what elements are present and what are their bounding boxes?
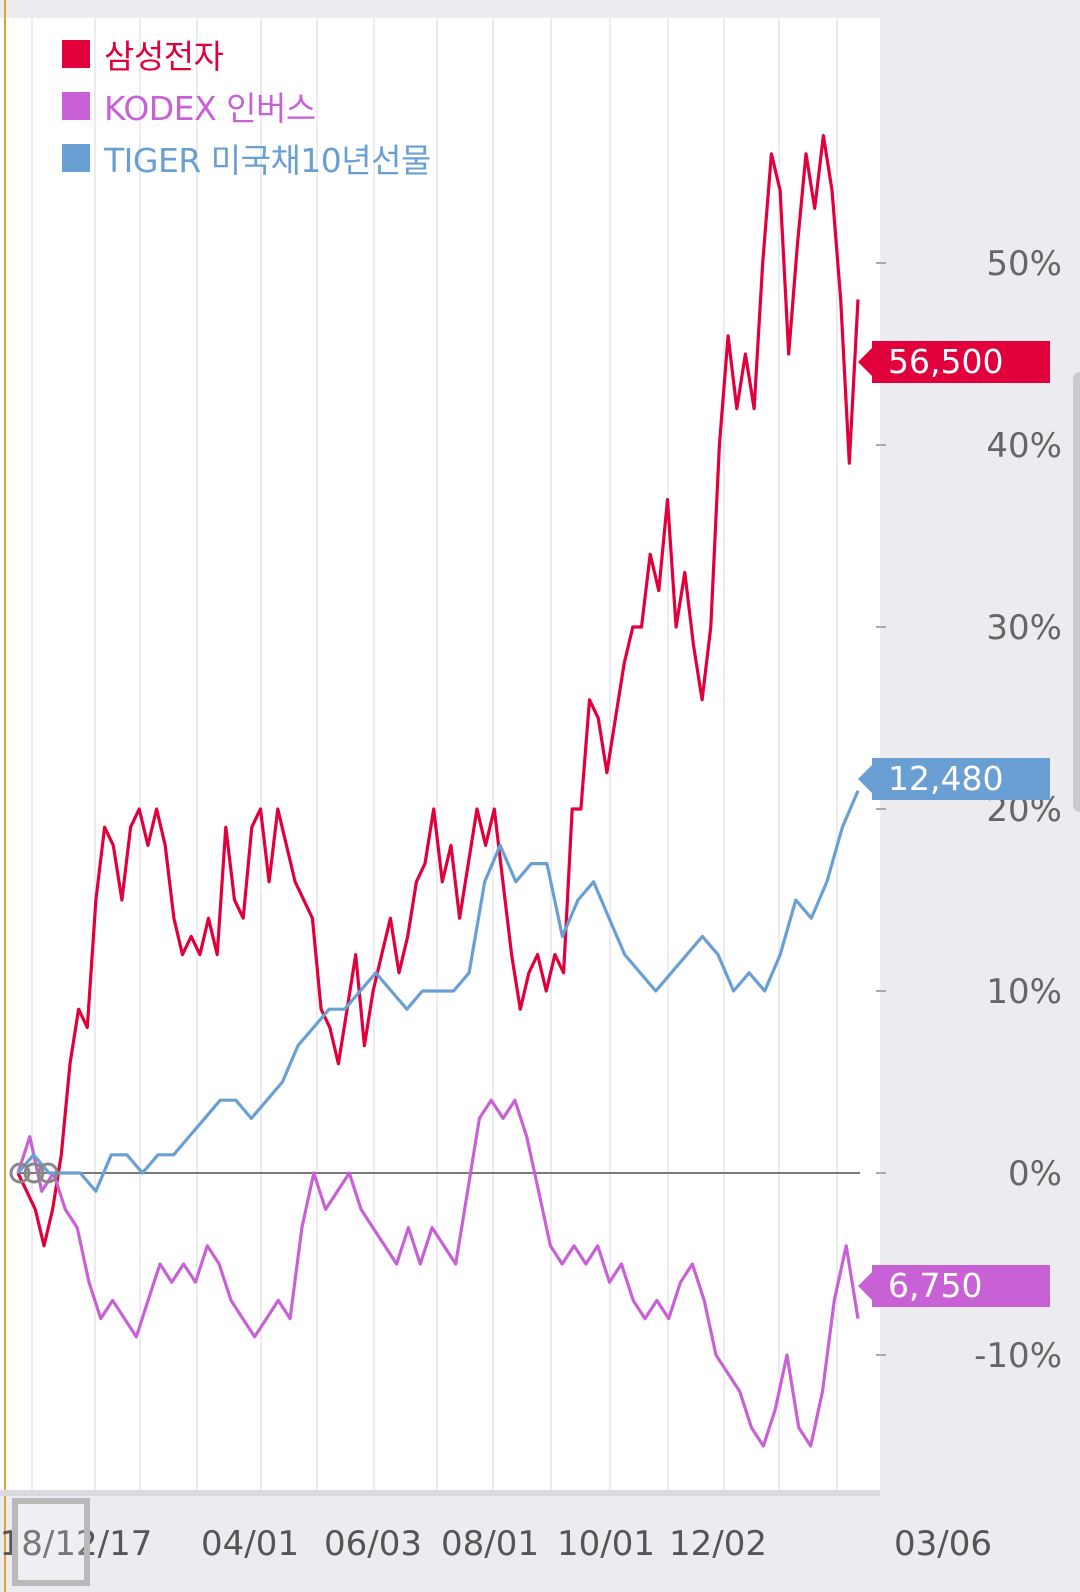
x-tick-label: 12/02 bbox=[669, 1524, 767, 1564]
range-selector-handle[interactable] bbox=[12, 1498, 90, 1586]
y-tick-label: -10% bbox=[974, 1336, 1062, 1376]
x-tick-label: 03/06 bbox=[894, 1524, 992, 1564]
vertical-scroll-handle[interactable] bbox=[1073, 372, 1080, 812]
y-axis-panel bbox=[880, 18, 1080, 1592]
origin-marker bbox=[9, 1162, 31, 1184]
legend-label-tiger: TIGER 미국채10년선물 bbox=[104, 141, 431, 180]
x-axis-panel bbox=[0, 1490, 880, 1592]
origin-marker bbox=[37, 1162, 59, 1184]
price-tag-samsung: 56,500 bbox=[858, 341, 1050, 383]
series-line-1[interactable] bbox=[16, 1098, 860, 1448]
legend-swatch-kodex bbox=[62, 92, 90, 120]
series-line-2[interactable] bbox=[16, 790, 860, 1193]
x-tick-label: 10/01 bbox=[557, 1524, 655, 1564]
legend-item-samsung[interactable]: 삼성전자 bbox=[62, 28, 431, 80]
plot-area bbox=[0, 18, 880, 1490]
legend-label-kodex: KODEX 인버스 bbox=[104, 89, 316, 128]
legend-item-kodex[interactable]: KODEX 인버스 bbox=[62, 80, 431, 132]
y-tick-label: 30% bbox=[986, 608, 1062, 648]
y-tick-label: 0% bbox=[1008, 1154, 1062, 1194]
origin-marker bbox=[23, 1162, 45, 1184]
legend-swatch-samsung bbox=[62, 40, 90, 68]
series-line-0[interactable] bbox=[16, 134, 860, 1248]
y-tick-label: 50% bbox=[986, 244, 1062, 284]
price-tag-kodex: 6,750 bbox=[858, 1265, 1050, 1307]
legend-swatch-tiger bbox=[62, 144, 90, 172]
legend: 삼성전자 KODEX 인버스 TIGER 미국채10년선물 bbox=[62, 28, 431, 184]
top-bar bbox=[0, 0, 1080, 18]
y-tick-label: 40% bbox=[986, 426, 1062, 466]
x-tick-label: 06/03 bbox=[324, 1524, 422, 1564]
x-tick-label: 18/12/17 bbox=[0, 1524, 152, 1564]
x-tick-label: 04/01 bbox=[201, 1524, 299, 1564]
y-tick-label: 10% bbox=[986, 972, 1062, 1012]
legend-label-samsung: 삼성전자 bbox=[104, 37, 224, 76]
price-tag-tiger: 12,480 bbox=[858, 758, 1050, 800]
x-tick-label: 08/01 bbox=[441, 1524, 539, 1564]
legend-item-tiger[interactable]: TIGER 미국채10년선물 bbox=[62, 132, 431, 184]
